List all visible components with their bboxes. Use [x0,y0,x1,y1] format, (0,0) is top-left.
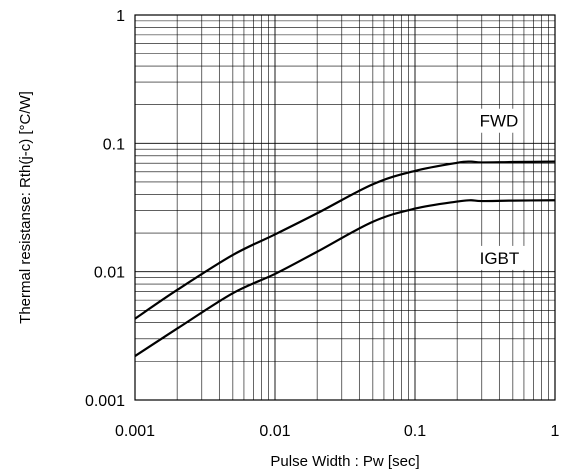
grid [134,15,555,401]
y-tick-label: 0.001 [85,393,125,410]
y-tick-label: 1 [116,8,125,25]
series-annotations: FWD IGBT [473,108,532,270]
x-axis-title: Pulse Width : Pw [sec] [270,453,419,470]
series-lines [134,160,556,357]
y-tick-label: 0.01 [94,265,125,282]
x-tick-label: 0.1 [404,423,426,440]
y-tick-label: 0.1 [103,136,125,153]
series-label-background [473,108,521,133]
series-label-background [473,245,532,270]
plot-frame [134,14,556,401]
series-line-igbt [134,199,556,357]
y-axis-title: Thermal resistanse: Rth(j-c) [°C/W] [17,91,34,324]
x-tick-label: 1 [551,423,560,440]
series-label-fwd: FWD [480,112,519,131]
series-line-fwd [134,160,556,320]
tick-labels: 0.001 0.01 0.1 1 0.001 0.01 0.1 1 [85,8,560,440]
series-label-igbt: IGBT [480,249,520,268]
x-tick-label: 0.01 [259,423,290,440]
x-tick-label: 0.001 [115,423,155,440]
